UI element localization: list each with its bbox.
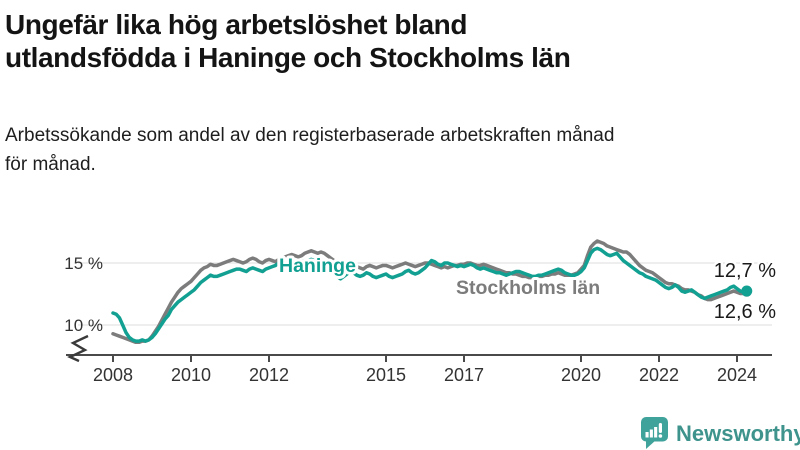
chart-subtitle: Arbetssökande som andel av den registerb… [5, 121, 614, 179]
y-tick-label-10: 10 % [64, 316, 103, 335]
series-end-dot-haninge [741, 285, 753, 297]
x-tick-label-2024: 2024 [717, 365, 757, 385]
newsworthy-brand-text: Newsworthy [676, 421, 800, 446]
chart-subtitle-line-1: Arbetssökande som andel av den registerb… [5, 125, 615, 146]
chart-subtitle-line-2: för månad. [5, 154, 96, 175]
series-label-haninge: Haninge [279, 255, 356, 277]
newsworthy-logo-icon [641, 417, 668, 449]
logo-bar-2 [649, 429, 653, 438]
page-title-line-1: Ungefär lika hög arbetslöshet bland [5, 9, 468, 40]
series-line-haninge [111, 246, 749, 343]
logo-exclamation-bar [658, 423, 662, 433]
line-chart: 15 % 10 % 2008 2010 2012 2015 2017 2020 … [64, 239, 800, 449]
x-tick-label-2010: 2010 [171, 365, 211, 385]
chart-header: Ungefär lika hög arbetslöshet bland utla… [5, 8, 614, 179]
end-value-label-haninge: 12,7 % [714, 260, 776, 282]
x-tick-label-2015: 2015 [366, 365, 406, 385]
logo-bar-3 [654, 427, 658, 438]
page-title-line-2: utlandsfödda i Haninge och Stockholms lä… [5, 42, 571, 73]
logo-exclamation-dot [658, 434, 663, 438]
axis-break-icon [67, 334, 89, 363]
x-tick-label-2012: 2012 [249, 365, 289, 385]
page-title: Ungefär lika hög arbetslöshet bland utla… [5, 8, 614, 74]
x-tick-label-2022: 2022 [639, 365, 679, 385]
newsworthy-logo[interactable]: Newsworthy [641, 417, 800, 449]
x-tick-label-2008: 2008 [93, 365, 133, 385]
y-tick-label-15: 15 % [64, 254, 103, 273]
x-tick-label-2017: 2017 [444, 365, 484, 385]
x-tick-label-2020: 2020 [561, 365, 601, 385]
series-label-stockholms-lan: Stockholms län [456, 277, 600, 299]
logo-bar-1 [645, 432, 649, 438]
x-axis-ticks [112, 355, 738, 362]
series-line-stockholms-lan [111, 239, 749, 345]
end-value-label-stockholms-lan: 12,6 % [714, 301, 776, 323]
